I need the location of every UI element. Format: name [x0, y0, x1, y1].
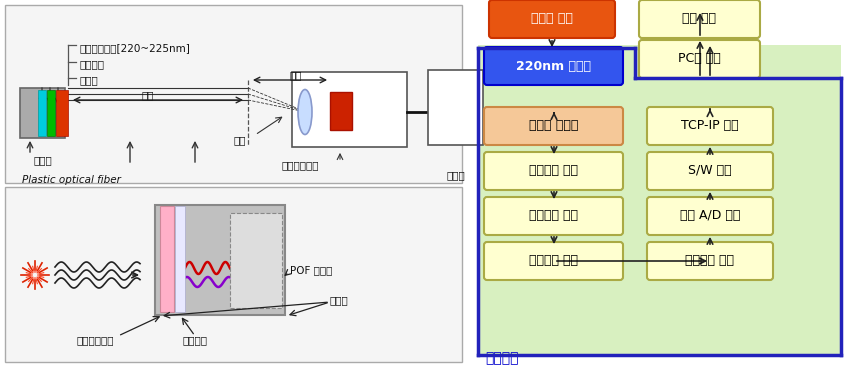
- Text: 아크광 입사: 아크광 입사: [530, 12, 573, 25]
- Text: 형광물질: 형광물질: [80, 59, 105, 69]
- Bar: [47, 90, 55, 136]
- Bar: [478, 45, 840, 355]
- Text: PC에 저장: PC에 저장: [678, 52, 720, 65]
- Text: 밴드패스필터[220~225nm]: 밴드패스필터[220~225nm]: [80, 43, 190, 53]
- FancyBboxPatch shape: [638, 0, 759, 38]
- Text: 고속 A/D 변환: 고속 A/D 변환: [679, 210, 740, 222]
- Bar: [230, 213, 282, 308]
- FancyBboxPatch shape: [488, 0, 614, 38]
- Text: POF 접속부: POF 접속부: [289, 265, 332, 275]
- Text: 접속부: 접속부: [34, 155, 53, 165]
- Text: 차상: 차상: [289, 70, 302, 80]
- Bar: [20, 88, 65, 138]
- Bar: [5, 187, 461, 362]
- Bar: [175, 206, 185, 312]
- Text: 차탑: 차탑: [141, 90, 154, 100]
- Bar: [160, 206, 174, 312]
- Text: 개발부분: 개발부분: [485, 351, 518, 365]
- FancyBboxPatch shape: [483, 197, 623, 235]
- Text: 렌즈: 렌즈: [233, 135, 246, 145]
- FancyBboxPatch shape: [647, 152, 772, 190]
- Text: 벤드패스필터: 벤드패스필터: [76, 335, 114, 345]
- Bar: [5, 5, 461, 183]
- Ellipse shape: [298, 90, 312, 134]
- Text: 광증배관 증폭: 광증배관 증폭: [684, 254, 734, 268]
- FancyBboxPatch shape: [647, 197, 772, 235]
- Text: 태양광 필터링: 태양광 필터링: [528, 120, 578, 132]
- Bar: [38, 90, 46, 136]
- FancyBboxPatch shape: [647, 242, 772, 280]
- Bar: [428, 70, 482, 145]
- FancyBboxPatch shape: [483, 152, 623, 190]
- Text: 하우징: 하우징: [330, 295, 349, 305]
- Text: 형광물질: 형광물질: [183, 335, 208, 345]
- Bar: [155, 205, 285, 315]
- Text: 하우징: 하우징: [80, 75, 99, 85]
- FancyBboxPatch shape: [647, 107, 772, 145]
- Bar: [292, 72, 406, 147]
- Text: Plastic optical fiber: Plastic optical fiber: [22, 175, 121, 185]
- Text: 광증베검출기: 광증베검출기: [281, 160, 319, 170]
- Text: 가시광선 변환: 가시광선 변환: [529, 164, 578, 178]
- Text: 기록계: 기록계: [446, 170, 465, 180]
- FancyBboxPatch shape: [483, 107, 623, 145]
- Text: 광증배관 입사: 광증배관 입사: [529, 254, 578, 268]
- FancyBboxPatch shape: [483, 242, 623, 280]
- Bar: [330, 92, 351, 130]
- Text: S/W 필터: S/W 필터: [687, 164, 731, 178]
- Text: 광섬유로 전송: 광섬유로 전송: [529, 210, 578, 222]
- Text: 아크 해석: 아크 해석: [682, 12, 715, 25]
- FancyBboxPatch shape: [638, 40, 759, 78]
- Text: 220nm 필터링: 220nm 필터링: [516, 59, 591, 73]
- FancyBboxPatch shape: [483, 47, 623, 85]
- Text: TCP-IP 전송: TCP-IP 전송: [680, 120, 738, 132]
- Bar: [56, 90, 68, 136]
